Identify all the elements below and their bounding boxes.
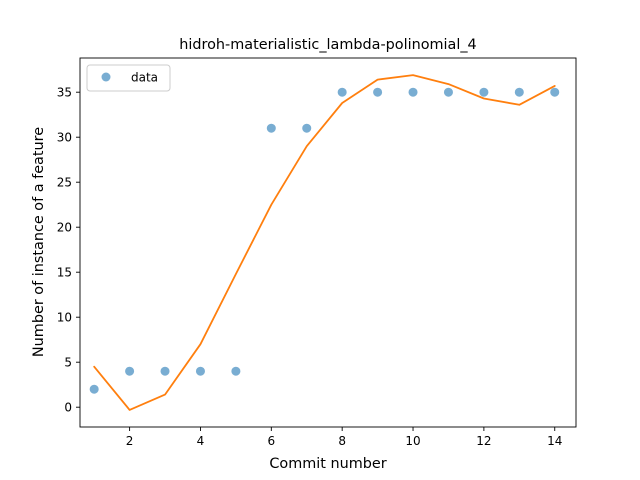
data-point [125, 366, 135, 376]
axes-frame [79, 57, 577, 428]
plot-area [89, 74, 560, 411]
y-tick-label: 0 [64, 401, 72, 415]
axis-ticks: 2 4 6 8 10 12 14 0 5 10 15 20 25 30 35 [57, 86, 563, 448]
data-point [443, 87, 453, 97]
chart-title: hidroh-materialistic_lambda-polinomial_4 [179, 37, 476, 53]
data-point [479, 87, 489, 97]
y-tick-label: 35 [57, 86, 72, 100]
legend-box [86, 64, 171, 92]
y-tick-label: 20 [57, 221, 72, 235]
data-point [302, 123, 312, 133]
data-point [195, 366, 205, 376]
data-point [550, 87, 560, 97]
x-tick-label: 14 [547, 434, 562, 448]
y-tick-label: 25 [57, 176, 72, 190]
data-point [337, 87, 347, 97]
x-tick-label: 12 [476, 434, 491, 448]
x-tick-label: 2 [126, 434, 134, 448]
y-tick-label: 15 [57, 266, 72, 280]
y-axis-label: Number of instance of a feature [31, 127, 47, 357]
legend-label: data [131, 71, 158, 85]
data-point [514, 87, 524, 97]
data-point [266, 123, 276, 133]
y-tick-label: 5 [64, 356, 72, 370]
legend-marker [101, 72, 111, 82]
data-point [373, 87, 383, 97]
y-tick-label: 10 [57, 311, 72, 325]
fit-line [93, 74, 556, 411]
data-point [231, 366, 241, 376]
x-tick-label: 10 [405, 434, 420, 448]
legend: data [86, 64, 171, 92]
data-point [160, 366, 170, 376]
y-tick-label: 30 [57, 131, 72, 145]
x-axis-label: Commit number [269, 456, 386, 472]
x-tick-label: 4 [197, 434, 205, 448]
data-point [408, 87, 418, 97]
data-point [89, 384, 99, 394]
x-tick-label: 6 [267, 434, 275, 448]
x-tick-label: 8 [338, 434, 346, 448]
